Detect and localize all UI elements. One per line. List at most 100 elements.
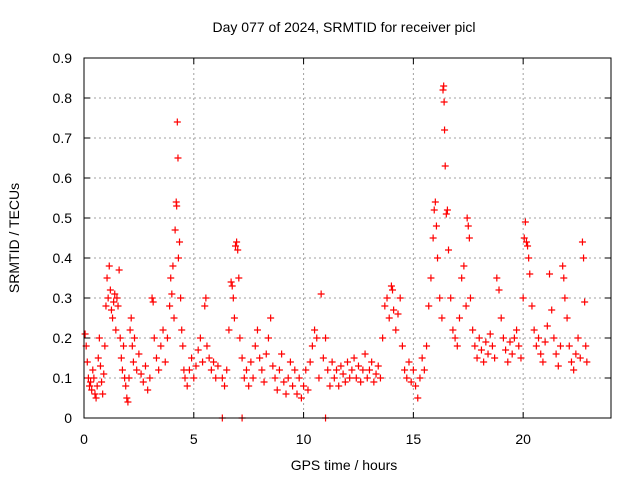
data-point (543, 322, 551, 330)
data-point (106, 286, 114, 294)
data-point (567, 358, 575, 366)
data-point (146, 374, 154, 382)
data-point (163, 334, 171, 342)
data-point (232, 242, 240, 250)
data-point (127, 314, 135, 322)
data-point (420, 366, 428, 374)
x-tick-label: 5 (190, 431, 198, 447)
data-point (174, 254, 182, 262)
data-point (381, 302, 389, 310)
data-point (390, 306, 398, 314)
data-point (370, 378, 378, 386)
data-point (110, 298, 118, 306)
data-point (93, 382, 101, 390)
data-point (352, 374, 360, 382)
data-point (315, 374, 323, 382)
data-point (247, 358, 255, 366)
data-point (396, 294, 404, 302)
data-point (117, 354, 125, 362)
data-point (436, 294, 444, 302)
data-point (333, 366, 341, 374)
data-point (293, 390, 301, 398)
data-point (451, 334, 459, 342)
data-point (308, 342, 316, 350)
data-point (379, 334, 387, 342)
data-point (495, 286, 503, 294)
data-point (278, 350, 286, 358)
data-point (168, 290, 176, 298)
data-point (429, 234, 437, 242)
data-point (291, 366, 299, 374)
data-point (139, 378, 147, 386)
data-point (238, 354, 246, 362)
data-point (403, 374, 411, 382)
data-point (376, 374, 384, 382)
data-point (297, 394, 305, 402)
data-point (560, 274, 568, 282)
data-point (282, 390, 290, 398)
data-point (359, 366, 367, 374)
data-point (580, 254, 588, 262)
data-point (335, 382, 343, 390)
data-point (504, 358, 512, 366)
data-point (416, 374, 424, 382)
data-point (169, 262, 177, 270)
data-point (230, 314, 238, 322)
data-point (228, 282, 236, 290)
data-point (155, 366, 163, 374)
data-point (383, 294, 391, 302)
data-point (161, 358, 169, 366)
data-point (249, 374, 257, 382)
data-point (407, 378, 415, 386)
data-point (295, 374, 303, 382)
data-point (552, 350, 560, 358)
x-tick-label: 20 (515, 431, 531, 447)
data-point (92, 394, 100, 402)
data-point (438, 314, 446, 322)
data-point (149, 298, 157, 306)
data-point (194, 346, 202, 354)
data-point (522, 238, 530, 246)
data-point (126, 326, 134, 334)
data-point (286, 358, 294, 366)
data-point (328, 358, 336, 366)
data-point (535, 334, 543, 342)
data-point (173, 202, 181, 210)
data-point (361, 350, 369, 358)
data-point (324, 366, 332, 374)
y-tick-label: 0.7 (53, 130, 73, 146)
data-point (398, 342, 406, 350)
data-point (409, 366, 417, 374)
data-point (565, 342, 573, 350)
data-point (482, 338, 490, 346)
data-point (405, 358, 413, 366)
data-point (99, 390, 107, 398)
data-point (330, 374, 338, 382)
data-point (185, 366, 193, 374)
data-point (539, 358, 547, 366)
y-tick-label: 0.9 (53, 50, 73, 66)
data-point (311, 326, 319, 334)
data-point (262, 350, 270, 358)
x-axis-label: GPS time / hours (291, 457, 398, 473)
data-point (306, 358, 314, 366)
data-point (493, 274, 501, 282)
data-point (178, 326, 186, 334)
data-point (513, 326, 521, 334)
data-point (129, 358, 137, 366)
data-point (267, 314, 275, 322)
data-point (526, 270, 534, 278)
data-point (190, 374, 198, 382)
data-point (572, 350, 580, 358)
data-point (414, 394, 422, 402)
data-point (443, 206, 451, 214)
data-point (394, 310, 402, 318)
data-point (475, 334, 483, 342)
data-point (115, 266, 123, 274)
data-point (83, 358, 91, 366)
data-point (141, 362, 149, 370)
data-point (524, 242, 532, 250)
data-point (434, 254, 442, 262)
data-point (95, 334, 103, 342)
